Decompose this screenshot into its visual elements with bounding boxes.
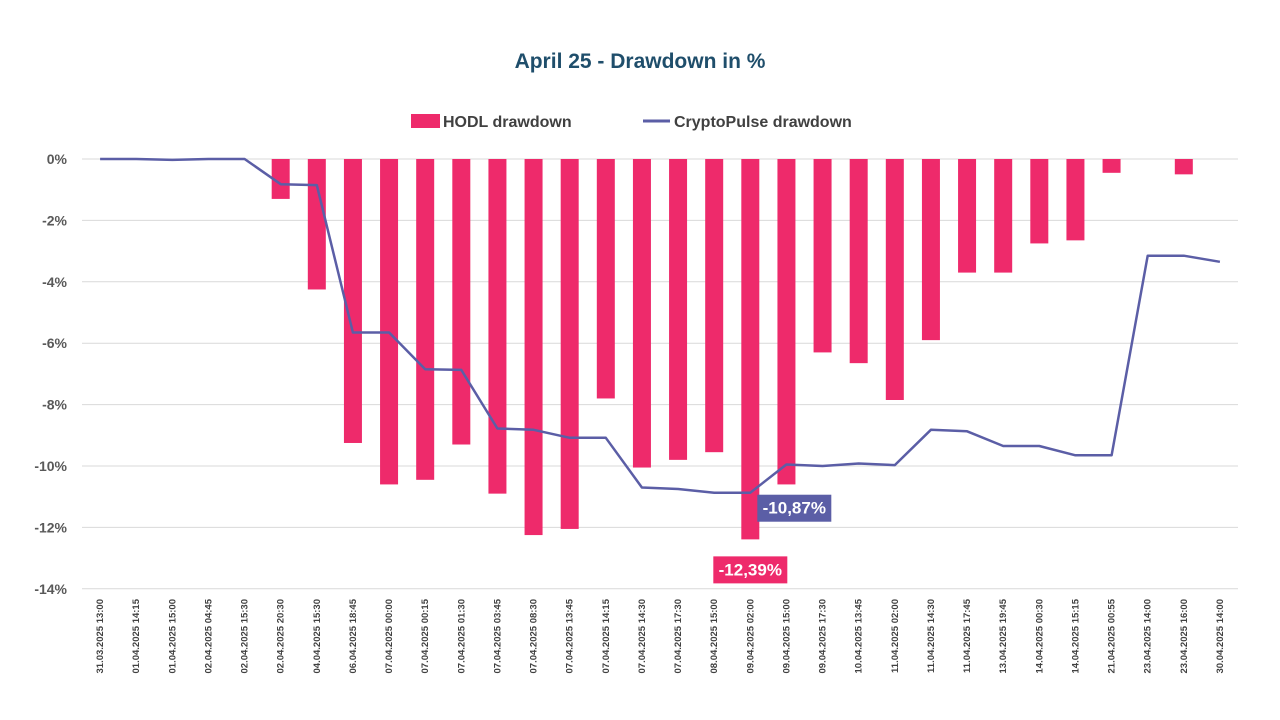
x-tick-label: 07.04.2025 14:30	[637, 599, 648, 673]
x-tick-label: 09.04.2025 17:30	[818, 599, 829, 673]
cryptopulse-line-group	[100, 157, 1221, 494]
hodl-bar	[705, 159, 724, 453]
data-callout-box	[757, 494, 832, 522]
gridlines	[82, 158, 1238, 590]
x-tick-label: 21.04.2025 00:55	[1107, 598, 1118, 673]
y-tick-label: -8%	[42, 397, 67, 413]
y-tick-label: -10%	[34, 458, 67, 474]
x-tick-label: 07.04.2025 03:45	[492, 598, 503, 673]
y-tick-label: -4%	[42, 274, 67, 290]
x-tick-label: 04.04.2025 15:30	[312, 599, 323, 673]
hodl-bar	[524, 159, 543, 536]
x-tick-label: 07.04.2025 08:30	[529, 599, 540, 673]
y-axis-ticks: 0% -2% -4% -6% -8% -10% -12% -14%	[34, 151, 67, 597]
legend-label-hodl: HODL drawdown	[443, 114, 572, 131]
x-axis-ticks: 31.03.2025 13:00 01.04.2025 14:15 01.04.20…	[95, 598, 1226, 673]
legend: HODL drawdown CryptoPulse drawdown	[411, 114, 852, 131]
cryptopulse-line	[100, 157, 1221, 494]
hodl-bar	[921, 159, 940, 341]
x-tick-label: 09.04.2025 15:00	[781, 599, 792, 673]
hodl-bar	[488, 159, 507, 494]
hodl-bar	[1102, 159, 1121, 173]
hodl-bar	[416, 159, 435, 480]
hodl-bar	[307, 159, 326, 290]
x-tick-label: 06.04.2025 18:45	[348, 598, 359, 673]
x-tick-label: 07.04.2025 00:15	[420, 598, 431, 673]
x-tick-label: 14.04.2025 15:15	[1070, 598, 1081, 673]
x-tick-label: 14.04.2025 00:30	[1034, 599, 1045, 673]
x-tick-label: 08.04.2025 15:00	[709, 599, 720, 673]
x-tick-label: 11.04.2025 02:00	[890, 599, 901, 673]
data-callout-label: -12,39%	[719, 560, 782, 579]
legend-swatch-hodl	[411, 114, 440, 128]
x-tick-label: 07.04.2025 13:45	[565, 598, 576, 673]
x-tick-label: 11.04.2025 14:30	[926, 599, 937, 673]
hodl-bar	[777, 159, 796, 485]
x-tick-label: 02.04.2025 15:30	[240, 599, 251, 673]
x-tick-label: 30.04.2025 14:00	[1215, 599, 1226, 673]
data-callout-label: -10,87%	[763, 499, 826, 518]
x-tick-label: 23.04.2025 16:00	[1179, 599, 1190, 673]
y-tick-label: -12%	[34, 519, 67, 535]
hodl-bar	[452, 159, 471, 445]
hodl-bar	[1066, 159, 1085, 241]
hodl-bar	[994, 159, 1013, 273]
hodl-bar	[343, 159, 362, 443]
x-tick-label: 01.04.2025 14:15	[131, 598, 142, 673]
x-tick-label: 31.03.2025 13:00	[95, 599, 106, 673]
hodl-bar	[849, 159, 868, 364]
hodl-bar	[271, 159, 290, 199]
x-tick-label: 13.04.2025 19:45	[998, 598, 1009, 673]
hodl-bar	[560, 159, 579, 529]
x-tick-label: 02.04.2025 20:30	[276, 599, 287, 673]
y-tick-label: -14%	[34, 581, 67, 597]
annotations: -10,87% -12,39%	[713, 494, 832, 584]
x-tick-label: 02.04.2025 04:45	[203, 598, 214, 673]
hodl-bar	[1174, 159, 1193, 175]
legend-label-cryptopulse: CryptoPulse drawdown	[674, 114, 852, 131]
hodl-bar	[813, 159, 832, 353]
hodl-bar	[669, 159, 688, 460]
x-tick-label: 10.04.2025 13:45	[854, 598, 865, 673]
x-tick-label: 07.04.2025 14:15	[601, 598, 612, 673]
x-tick-label: 07.04.2025 01:30	[456, 599, 467, 673]
hodl-bar	[741, 159, 760, 540]
x-tick-label: 09.04.2025 02:00	[745, 599, 756, 673]
chart-title: April 25 - Drawdown in %	[515, 50, 766, 73]
x-tick-label: 01.04.2025 15:00	[167, 599, 178, 673]
hodl-bar	[380, 159, 399, 485]
hodl-bar	[958, 159, 977, 273]
y-tick-label: 0%	[47, 151, 68, 167]
hodl-bars	[271, 159, 1193, 540]
hodl-bar	[885, 159, 904, 400]
x-tick-label: 07.04.2025 00:00	[384, 599, 395, 673]
hodl-bar	[596, 159, 615, 399]
x-tick-label: 23.04.2025 14:00	[1143, 599, 1154, 673]
x-tick-label: 07.04.2025 17:30	[673, 599, 684, 673]
data-callout-box	[713, 556, 788, 584]
hodl-bar	[632, 159, 651, 468]
x-tick-label: 11.04.2025 17:45	[962, 598, 973, 673]
y-tick-label: -6%	[42, 335, 67, 351]
y-tick-label: -2%	[42, 212, 67, 228]
hodl-bar	[1030, 159, 1049, 244]
